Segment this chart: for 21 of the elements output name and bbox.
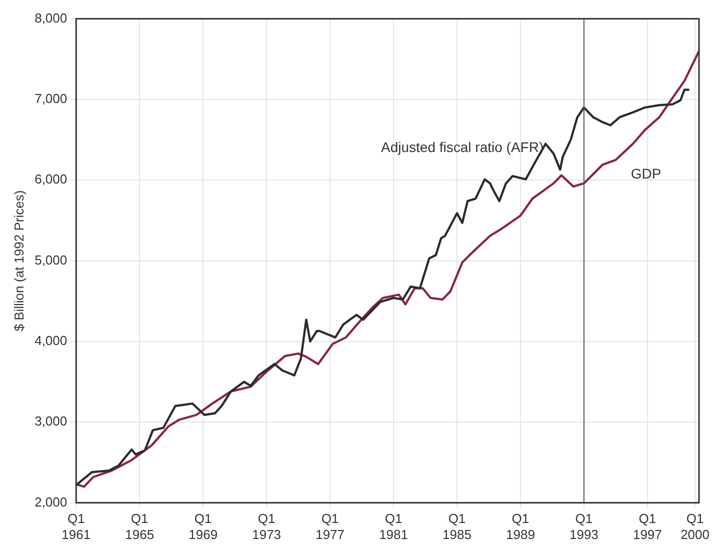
x-tick-label: Q1 1973 <box>252 511 282 542</box>
x-tick-label: Q1 2000 <box>680 511 710 542</box>
y-tick-label: 3,000 <box>34 414 68 429</box>
x-tick-label: Q1 1989 <box>506 511 535 542</box>
y-tick-label: 6,000 <box>34 172 68 187</box>
y-tick-label: 8,000 <box>34 10 68 26</box>
y-tick-label: 4,000 <box>34 333 68 348</box>
x-tick-label: Q1 1977 <box>316 511 344 542</box>
series-label: GDP <box>630 166 662 182</box>
x-tick-label: Q1 1981 <box>379 511 408 542</box>
y-tick-label: 2,000 <box>34 494 68 510</box>
x-tick-label: Q1 1961 <box>62 511 91 542</box>
y-axis-title: $ Billion (at 1992 Prices) <box>11 190 26 332</box>
x-tick-label: Q1 1965 <box>125 511 154 542</box>
series-label: Adjusted fiscal ratio (AFR) <box>381 138 544 155</box>
x-tick-label: Q1 1997 <box>632 511 662 542</box>
y-tick-label: 7,000 <box>34 91 68 106</box>
y-tick-label: 5,000 <box>34 252 68 268</box>
x-tick-label: Q1 1985 <box>442 511 472 542</box>
x-tick-label: Q1 1969 <box>188 511 218 542</box>
x-tick-label: Q1 1993 <box>569 511 598 542</box>
